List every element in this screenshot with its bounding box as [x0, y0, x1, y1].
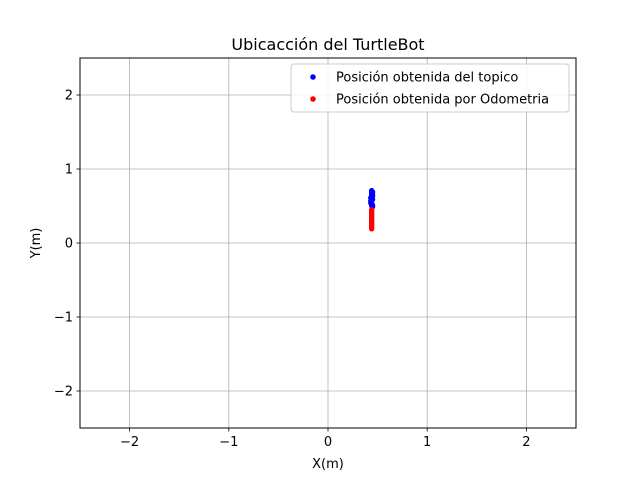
y-tick-label: 1	[65, 163, 73, 178]
data-points	[368, 187, 376, 232]
plot-frame	[79, 57, 577, 429]
x-tick-label: 1	[423, 435, 431, 450]
x-tick-label: 0	[324, 435, 332, 450]
y-tick-label: −2	[54, 385, 73, 400]
data-point-odometria	[369, 226, 375, 232]
legend-marker-odometria	[310, 96, 316, 102]
legend-label-topico: Posición obtenida del topico	[336, 71, 518, 86]
axis-ticks: −2 −1 0 1 2 −2 −1 0 1 2	[54, 89, 531, 451]
y-tick-label: 0	[65, 237, 73, 252]
x-tick-label: −2	[120, 435, 139, 450]
chart-title: Ubicacción del TurtleBot	[231, 35, 424, 54]
y-tick-label: 2	[65, 89, 73, 104]
legend-marker-topico	[310, 74, 316, 80]
x-tick-label: 2	[522, 435, 530, 450]
y-axis-label: Y(m)	[29, 228, 44, 260]
legend: Posición obtenida del topico Posición ob…	[290, 63, 570, 113]
legend-label-odometria: Posición obtenida por Odometria	[336, 93, 549, 108]
x-axis-label: X(m)	[312, 457, 344, 472]
x-tick-label: −1	[219, 435, 238, 450]
y-tick-label: −1	[54, 311, 73, 326]
legend-box	[290, 63, 570, 113]
